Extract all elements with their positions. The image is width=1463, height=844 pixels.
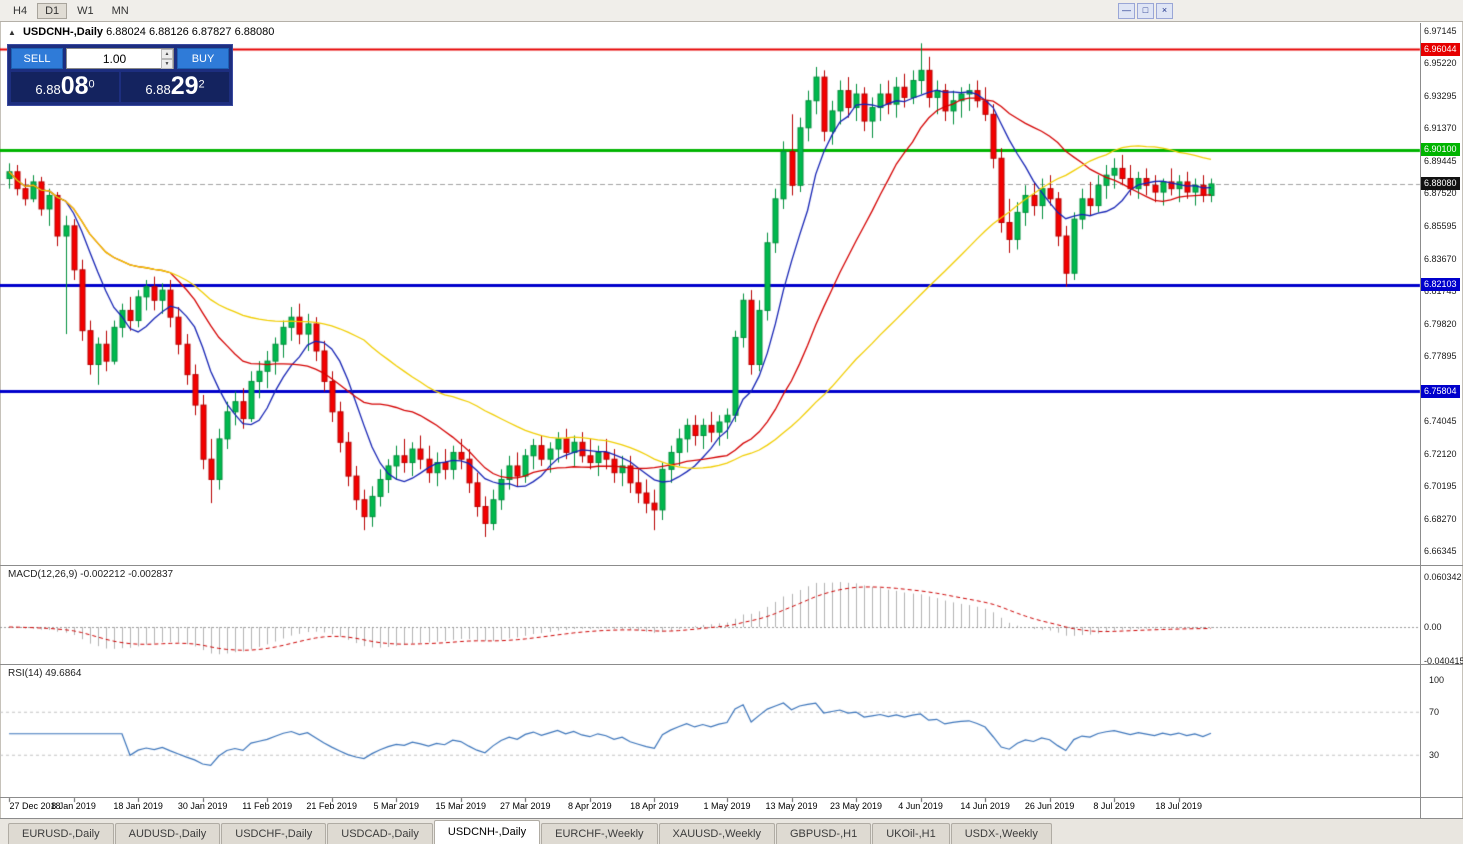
- chart-tab-usdchf[interactable]: USDCHF-,Daily: [221, 823, 327, 844]
- price-axis-tick: 6.70195: [1424, 481, 1457, 492]
- price-level-badge: 6.82103: [1421, 278, 1460, 292]
- date-axis-label: 26 Jun 2019: [1024, 801, 1075, 811]
- price-axis-tick: 6.93295: [1424, 90, 1457, 101]
- chart-tab-bar: EURUSD-,Daily AUDUSD-,Daily USDCHF-,Daily U…: [0, 819, 1463, 844]
- chart-tab-audusd[interactable]: AUDUSD-,Daily: [114, 823, 221, 844]
- date-axis-label: 30 Jan 2019: [177, 801, 228, 811]
- buy-price-pips: 29: [170, 72, 199, 100]
- chart-tab-eurusd[interactable]: EURUSD-,Daily: [8, 823, 114, 844]
- date-axis-label: 21 Feb 2019: [306, 801, 357, 811]
- date-axis-label: 23 May 2019: [830, 801, 883, 811]
- volume-down-button[interactable]: ▼: [161, 59, 173, 69]
- date-axis-label: 4 Jun 2019: [898, 801, 943, 811]
- chart-tab-ukoil[interactable]: UKOil-,H1: [872, 823, 950, 844]
- rsi-scale-label: 70: [1429, 707, 1440, 718]
- price-axis-tick: 6.83670: [1424, 253, 1457, 264]
- volume-field: ▲ ▼: [66, 48, 174, 69]
- date-axis-label: 13 May 2019: [765, 801, 818, 811]
- volume-up-button[interactable]: ▲: [161, 49, 173, 59]
- price-axis-tick: 6.97145: [1424, 25, 1457, 36]
- date-axis-label: 8 Jul 2019: [1093, 801, 1135, 811]
- sell-price-quote[interactable]: 6.88080: [11, 72, 119, 102]
- timeframe-button-h4[interactable]: H4: [5, 3, 35, 19]
- chart-tab-usdcad[interactable]: USDCAD-,Daily: [327, 823, 433, 844]
- buy-price-quote[interactable]: 6.88292: [121, 72, 229, 102]
- rsi-scale-label: 100: [1429, 675, 1445, 685]
- price-level-badge: 6.90100: [1421, 143, 1460, 157]
- macd-scale-label: -0.040415: [1424, 655, 1463, 666]
- date-axis-label: 11 Feb 2019: [242, 801, 293, 811]
- price-axis-tick: 6.66345: [1424, 546, 1457, 557]
- timeframe-button-d1[interactable]: D1: [37, 2, 68, 19]
- volume-input[interactable]: [67, 49, 173, 68]
- chart-restore-button[interactable]: □: [1137, 3, 1154, 19]
- chart-window-controls: — □ ×: [1118, 3, 1173, 19]
- date-axis-label: 27 Mar 2019: [500, 801, 551, 811]
- price-axis-tick: 6.74045: [1424, 416, 1457, 427]
- chart-tab-xauusd[interactable]: XAUUSD-,Weekly: [658, 823, 775, 844]
- price-axis-tick: 6.68270: [1424, 513, 1457, 524]
- sell-price-base: 6.88: [35, 82, 61, 97]
- one-click-trading-panel: SELL ▲ ▼ BUY 6.88080 6.88292: [7, 44, 233, 106]
- timeframe-toolbar: H4 D1 W1 MN: [0, 0, 1463, 22]
- timeframe-button-w1[interactable]: W1: [69, 3, 102, 19]
- macd-panel-divider[interactable]: [0, 565, 1463, 566]
- price-level-badge: 6.88080: [1421, 177, 1460, 191]
- timeframe-button-mn[interactable]: MN: [104, 3, 137, 19]
- price-axis-tick: 6.95220: [1424, 58, 1457, 69]
- date-axis-divider: [0, 797, 1463, 798]
- date-axis-label: 1 May 2019: [703, 801, 751, 811]
- price-axis-border: [1420, 23, 1421, 818]
- chart-symbol-label: USDCNH-,Daily: [22, 26, 104, 38]
- date-axis-label: 18 Jul 2019: [1155, 801, 1202, 811]
- chart-tab-usdcnh[interactable]: USDCNH-,Daily: [433, 820, 541, 844]
- date-axis-label: 5 Mar 2019: [373, 801, 419, 811]
- price-axis-tick: 6.79820: [1424, 318, 1457, 329]
- macd-indicator-label: MACD(12,26,9) -0.002212 -0.002837: [8, 569, 174, 580]
- price-level-badge: 6.75804: [1421, 384, 1460, 398]
- chart-tab-gbpusd[interactable]: GBPUSD-,H1: [775, 823, 872, 844]
- date-axis-label: 18 Apr 2019: [630, 801, 679, 811]
- date-axis-label: 14 Jun 2019: [960, 801, 1010, 811]
- date-axis-label: 15 Mar 2019: [435, 801, 487, 811]
- chart-ohlc-values: 6.88024 6.88126 6.87827 6.88080: [106, 26, 275, 38]
- date-axis-label: 18 Jan 2019: [113, 801, 163, 811]
- rsi-scale-label: 30: [1429, 750, 1440, 761]
- macd-scale-label: 0.060342: [1424, 571, 1462, 582]
- sell-price-pips: 08: [60, 72, 89, 100]
- sell-button[interactable]: SELL: [11, 48, 63, 69]
- rsi-indicator-label: RSI(14) 49.6864: [8, 668, 82, 679]
- buy-price-base: 6.88: [145, 82, 171, 97]
- rsi-panel-divider[interactable]: [0, 664, 1463, 665]
- buy-price-point: 2: [198, 78, 205, 91]
- macd-scale-label: 0.00: [1424, 622, 1442, 632]
- price-level-badge: 6.96044: [1421, 42, 1460, 56]
- price-axis-tick: 6.89445: [1424, 155, 1457, 166]
- date-axis-label: 8 Jan 2019: [51, 801, 96, 811]
- price-axis-tick: 6.91370: [1424, 123, 1457, 134]
- collapse-icon[interactable]: ▲: [8, 28, 16, 37]
- chart-tab-usdx[interactable]: USDX-,Weekly: [950, 823, 1052, 844]
- buy-button[interactable]: BUY: [177, 48, 229, 69]
- chart-close-button[interactable]: ×: [1156, 3, 1173, 19]
- sell-price-point: 0: [88, 78, 95, 91]
- chart-tab-eurchf[interactable]: EURCHF-,Weekly: [541, 823, 658, 844]
- price-axis-tick: 6.85595: [1424, 220, 1457, 231]
- price-axis-tick: 6.72120: [1424, 448, 1457, 459]
- chart-title: ▲ USDCNH-,Daily 6.88024 6.88126 6.87827 …: [8, 26, 274, 38]
- chart-minimize-button[interactable]: —: [1118, 3, 1135, 19]
- date-axis-label: 8 Apr 2019: [568, 801, 612, 811]
- price-axis-tick: 6.77895: [1424, 351, 1457, 362]
